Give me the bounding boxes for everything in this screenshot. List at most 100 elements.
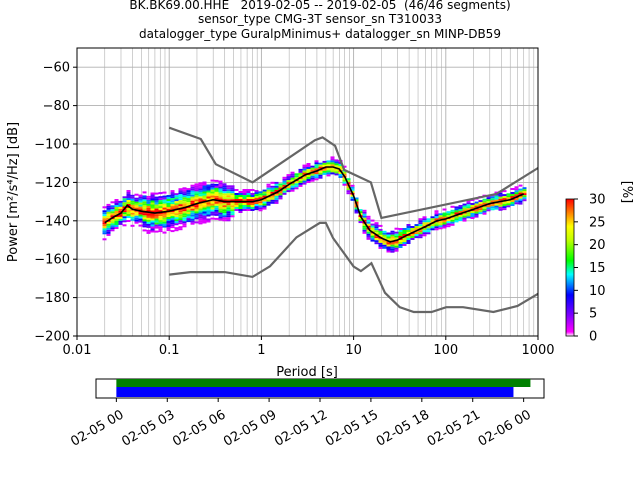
colorbar — [565, 198, 575, 337]
psd-density-cell — [398, 246, 403, 248]
psd-density-cell — [182, 187, 187, 190]
psd-density-cell — [290, 189, 295, 192]
psd-density-cell — [222, 211, 227, 214]
psd-density-cell — [202, 193, 207, 196]
psd-density-cell — [274, 199, 279, 202]
psd-density-cell — [182, 193, 187, 196]
psd-density-cell — [206, 196, 211, 199]
psd-density-cell — [194, 183, 199, 186]
psd-density-cell — [162, 209, 167, 212]
psd-density-cell — [126, 216, 131, 218]
psd-density-cell — [366, 223, 371, 226]
psd-density-cell — [522, 189, 527, 192]
psd-density-cell — [266, 203, 271, 206]
psd-density-cell — [142, 195, 147, 198]
psd-density-cell — [174, 223, 179, 226]
psd-density-cell — [194, 217, 199, 220]
psd-density-cell — [130, 198, 135, 201]
psd-density-cell — [102, 214, 107, 217]
psd-density-cell — [166, 219, 171, 221]
psd-density-cell — [166, 221, 171, 223]
psd-density-cell — [370, 227, 375, 230]
psd-density-cell — [502, 206, 507, 209]
psd-density-cell — [502, 190, 507, 193]
psd-density-cell — [158, 198, 163, 201]
psd-density-cell — [134, 203, 139, 206]
x-axis-label: Period [s] — [276, 365, 338, 380]
psd-density-cell — [234, 197, 239, 199]
psd-density-cell — [490, 196, 495, 199]
psd-density-cell — [378, 224, 383, 227]
main-plot-frame — [76, 47, 539, 337]
psd-density-cell — [146, 231, 151, 234]
psd-density-cell — [458, 211, 463, 213]
psd-density-cell — [346, 180, 351, 183]
psd-density-cell — [214, 179, 219, 182]
psd-density-cell — [106, 229, 111, 232]
psd-density-cell — [122, 216, 127, 219]
psd-density-cell — [214, 203, 219, 206]
psd-density-cell — [238, 205, 243, 207]
psd-density-cell — [382, 240, 387, 243]
psd-density-cell — [294, 173, 299, 176]
psd-density-cell — [122, 210, 127, 213]
psd-density-cell — [362, 217, 367, 220]
psd-density-cell — [158, 202, 163, 205]
psd-density-cell — [258, 207, 263, 210]
psd-density-cell — [202, 191, 207, 194]
psd-density-cell — [146, 201, 151, 204]
psd-density-cell — [354, 211, 359, 214]
psd-density-cell — [414, 228, 419, 231]
psd-density-cell — [122, 224, 127, 227]
psd-density-cell — [354, 207, 359, 210]
psd-density-cell — [206, 218, 211, 221]
psd-density-cell — [174, 221, 179, 224]
psd-density-cell — [202, 213, 207, 216]
psd-density-cell — [102, 228, 107, 231]
psd-density-cell — [178, 196, 183, 199]
psd-density-cell — [126, 210, 131, 212]
psd-density-cell — [394, 231, 399, 234]
psd-density-cell — [310, 167, 315, 170]
psd-density-cell — [442, 222, 447, 225]
psd-density-cell — [278, 191, 283, 194]
psd-density-cell — [498, 196, 503, 199]
psd-density-cell — [250, 209, 255, 211]
psd-density-cell — [214, 213, 219, 216]
psd-density-cell — [342, 181, 347, 184]
psd-density-cell — [282, 188, 287, 191]
psd-density-cell — [266, 193, 271, 196]
psd-density-cell — [338, 164, 343, 166]
title-line-1: BK.BK69.00.HHE 2019-02-05 -- 2019-02-05 … — [129, 0, 511, 12]
psd-density-cell — [250, 197, 255, 199]
psd-density-cell — [322, 168, 327, 171]
psd-density-cell — [234, 189, 239, 191]
psd-density-cell — [402, 238, 407, 240]
psd-density-cell — [446, 219, 451, 222]
psd-density-cell — [390, 248, 395, 251]
psd-density-cell — [222, 193, 227, 196]
psd-density-cell — [210, 209, 215, 212]
psd-density-cell — [154, 198, 159, 201]
psd-density-cell — [162, 225, 167, 228]
psd-density-cell — [146, 205, 151, 208]
x-tick-label: 100 — [433, 343, 458, 358]
psd-density-cell — [106, 211, 111, 214]
psd-density-cell — [162, 199, 167, 202]
psd-density-cell — [230, 193, 235, 196]
psd-density-cell — [202, 209, 207, 212]
psd-density-cell — [462, 205, 467, 208]
psd-density-cell — [490, 206, 495, 209]
psd-density-cell — [262, 195, 267, 198]
psd-density-cell — [510, 196, 515, 198]
psd-density-cell — [286, 178, 291, 181]
psd-density-cell — [222, 191, 227, 194]
psd-density-cell — [230, 213, 235, 216]
psd-density-cell — [310, 169, 315, 172]
psd-density-cell — [198, 214, 203, 217]
psd-density-cell — [166, 223, 171, 225]
psd-density-cell — [302, 166, 307, 169]
psd-density-cell — [166, 203, 171, 205]
psd-density-cell — [466, 206, 471, 209]
psd-density-cell — [226, 199, 231, 202]
